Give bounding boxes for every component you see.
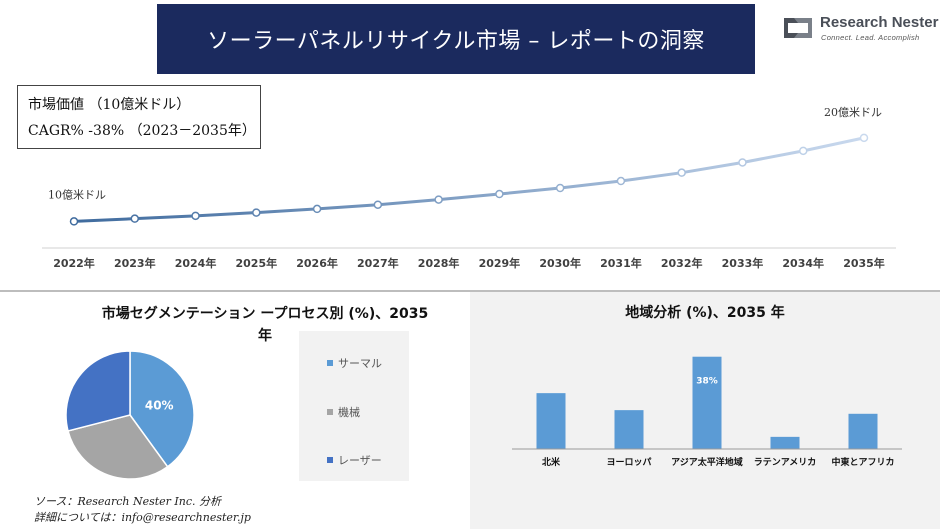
x-category-label: ラテンアメリカ bbox=[754, 457, 817, 468]
x-tick-label: 2033年 bbox=[722, 256, 764, 270]
x-tick-label: 2024年 bbox=[175, 256, 217, 270]
x-category-label: 中東とアフリカ bbox=[831, 456, 894, 468]
legend-label: 機械 bbox=[338, 406, 360, 419]
data-point bbox=[191, 211, 200, 221]
x-category-label: アジア太平洋地域 bbox=[671, 456, 743, 468]
legend-item-laser: レーザー bbox=[327, 452, 382, 468]
x-tick-label: 2029年 bbox=[479, 256, 521, 270]
x-tick-label: 2031年 bbox=[600, 256, 642, 270]
market-summary-box: 市場価値 （10億米ドル） CAGR% -38% （2023－2035年） bbox=[17, 85, 261, 149]
legend-swatch bbox=[327, 360, 333, 366]
logo-name: Research Nester bbox=[820, 14, 939, 31]
region-bar bbox=[770, 436, 800, 449]
x-tick-label: 2025年 bbox=[235, 256, 277, 270]
legend-swatch bbox=[327, 409, 333, 415]
data-point bbox=[616, 176, 626, 186]
legend-label: レーザー bbox=[338, 454, 382, 467]
bar-data-label: 38% bbox=[696, 377, 718, 387]
logo-mark-icon bbox=[784, 18, 812, 38]
region-chart-title: 地域分析 (%)、2035 年 bbox=[625, 305, 785, 321]
end-value-label: 20億米ドル bbox=[824, 106, 882, 119]
data-point bbox=[555, 183, 565, 193]
region-bar bbox=[614, 410, 644, 449]
pie-slice bbox=[65, 350, 131, 432]
x-tick-label: 2034年 bbox=[782, 256, 824, 270]
x-tick-label: 2023年 bbox=[114, 256, 156, 270]
region-bar bbox=[692, 356, 722, 449]
logo-tagline: Connect. Lead. Accomplish bbox=[821, 33, 920, 42]
region-bar-chart: 北米 ヨーロッパ 38% アジア太平洋地域 ラテンアメリカ 中東とアフリカ bbox=[512, 356, 902, 468]
data-point bbox=[69, 217, 79, 226]
section-divider bbox=[0, 290, 940, 292]
x-tick-label: 2026年 bbox=[296, 256, 338, 270]
data-point bbox=[495, 189, 504, 199]
legend-item-mechanical: 機械 bbox=[327, 404, 360, 420]
data-point bbox=[130, 214, 140, 223]
data-point bbox=[252, 208, 261, 217]
pie-slice bbox=[129, 350, 195, 468]
x-tick-label: 2022年 bbox=[53, 256, 95, 270]
page-title: ソーラーパネルリサイクル市場 – レポートの洞察 bbox=[207, 29, 705, 54]
data-point bbox=[312, 204, 322, 214]
data-point bbox=[738, 158, 747, 167]
source-line: ソース：Research Nester Inc. 分析 bbox=[34, 495, 222, 508]
data-point bbox=[434, 195, 443, 204]
data-point bbox=[859, 133, 869, 143]
series-line bbox=[73, 136, 865, 223]
x-category-label: 北米 bbox=[542, 456, 561, 468]
cagr-label: CAGR% -38% （2023－2035年） bbox=[28, 123, 256, 139]
data-point bbox=[373, 200, 383, 209]
title-banner: ソーラーパネルリサイクル市場 – レポートの洞察 bbox=[157, 4, 755, 74]
segment-chart-title: 市場セグメンテーション ープロセス別 (%)、2035年 bbox=[101, 306, 429, 344]
research-nester-logo: Research Nester Connect. Lead. Accomplis… bbox=[780, 12, 939, 46]
region-bar bbox=[536, 393, 566, 449]
legend-item-thermal: サーマル bbox=[327, 355, 382, 371]
x-tick-label: 2027年 bbox=[357, 256, 399, 270]
pie-data-label: 40% bbox=[145, 399, 174, 413]
x-tick-label: 2035年 bbox=[843, 256, 885, 270]
data-point bbox=[677, 168, 686, 177]
pie-legend: サーマル 機械 レーザー bbox=[299, 331, 409, 481]
region-bar bbox=[848, 413, 878, 449]
source-note: ソース：Research Nester Inc. 分析 詳細については：info… bbox=[34, 494, 251, 526]
start-value-label: 10億米ドル bbox=[48, 188, 106, 201]
x-tick-label: 2028年 bbox=[418, 256, 460, 270]
pie-slice bbox=[67, 414, 169, 480]
x-tick-label: 2030年 bbox=[539, 256, 581, 270]
segment-pie-chart: 40% bbox=[65, 350, 195, 480]
market-growth-line-chart: 2022年 2023年 2024年 2025年 2026年 2027年 2028年 2029年… bbox=[42, 106, 896, 270]
x-tick-label: 2032年 bbox=[661, 256, 703, 270]
legend-label: サーマル bbox=[338, 357, 382, 370]
x-category-label: ヨーロッパ bbox=[606, 456, 651, 468]
contact-line: 詳細については：info@researchnester.jp bbox=[34, 511, 251, 524]
market-value-label: 市場価値 （10億米ドル） bbox=[28, 97, 191, 113]
data-point bbox=[798, 146, 808, 156]
legend-swatch bbox=[327, 457, 333, 463]
